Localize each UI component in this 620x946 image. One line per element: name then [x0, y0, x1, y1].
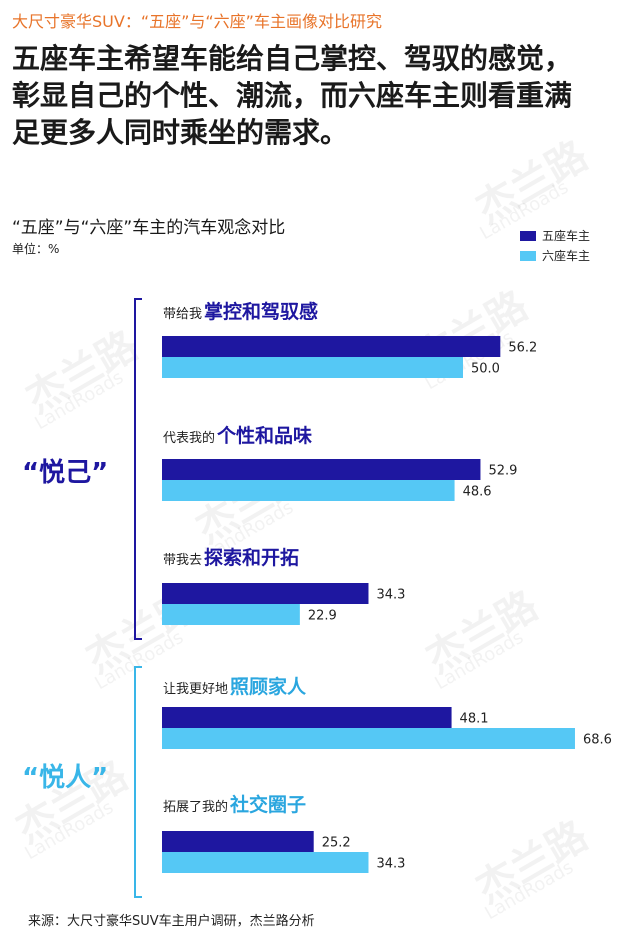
group-label-self: “悦己” — [22, 458, 109, 488]
bar-five-seat — [162, 336, 501, 357]
unit-label: 单位：% — [12, 242, 60, 256]
value-label: 34.3 — [376, 588, 405, 603]
group-label-others: “悦人” — [22, 763, 109, 793]
value-label: 48.6 — [463, 485, 492, 500]
legend-label: 六座车主 — [542, 249, 591, 263]
value-label: 22.9 — [308, 609, 337, 624]
category-label: 带我去 探索和开拓 — [163, 543, 299, 570]
bar-six-seat — [162, 852, 369, 873]
source-note: 来源：大尺寸豪华SUV车主用户调研，杰兰路分析 — [28, 914, 315, 929]
legend-swatch — [520, 250, 536, 261]
category-label: 代表我的 个性和品味 — [163, 421, 312, 448]
category-emphasis: 照顾家人 — [230, 676, 307, 698]
category-emphasis: 探索和开拓 — [204, 547, 300, 569]
bar-six-seat — [162, 480, 455, 501]
bar-five-seat — [162, 831, 314, 852]
category-emphasis: 掌控和驾驭感 — [204, 301, 319, 323]
value-label: 68.6 — [583, 733, 612, 748]
legend-label: 五座车主 — [542, 229, 591, 243]
group-bracket-others — [134, 666, 142, 898]
bar-six-seat — [162, 728, 575, 749]
category-label: 拓展了我的 社交圈子 — [163, 790, 306, 817]
legend-item-five-seat: 五座车主 — [520, 227, 590, 244]
category-prefix: 带给我 — [163, 307, 203, 322]
headline: 五座车主希望车能给自己掌控、驾驭的感觉，彰显自己的个性、潮流，而六座车主则看重满… — [12, 42, 573, 149]
category-label: 带给我 掌控和驾驭感 — [163, 297, 318, 324]
bar-five-seat — [162, 459, 481, 480]
chart-title: “五座”与“六座”车主的汽车观念对比 — [12, 218, 286, 238]
category-prefix: 拓展了我的 — [163, 800, 229, 815]
category-prefix: 代表我的 — [163, 431, 216, 446]
category-prefix: 让我更好地 — [163, 682, 229, 697]
value-label: 56.2 — [508, 341, 537, 356]
legend-swatch — [520, 230, 536, 241]
bar-six-seat — [162, 357, 463, 378]
category-emphasis: 个性和品味 — [217, 425, 313, 447]
value-label: 34.3 — [376, 857, 405, 872]
value-label: 50.0 — [471, 362, 500, 377]
group-bracket-self — [134, 298, 142, 640]
category-prefix: 带我去 — [163, 553, 203, 568]
legend-item-six-seat: 六座车主 — [520, 247, 590, 264]
bar-six-seat — [162, 604, 300, 625]
bar-five-seat — [162, 707, 452, 728]
value-label: 52.9 — [488, 464, 517, 479]
category-emphasis: 社交圈子 — [230, 794, 307, 816]
value-label: 48.1 — [460, 712, 489, 727]
bar-five-seat — [162, 583, 369, 604]
value-label: 25.2 — [322, 836, 351, 851]
category-label: 让我更好地 照顾家人 — [163, 672, 306, 699]
report-title: 大尺寸豪华SUV：“五座”与“六座”车主画像对比研究 — [12, 12, 382, 31]
